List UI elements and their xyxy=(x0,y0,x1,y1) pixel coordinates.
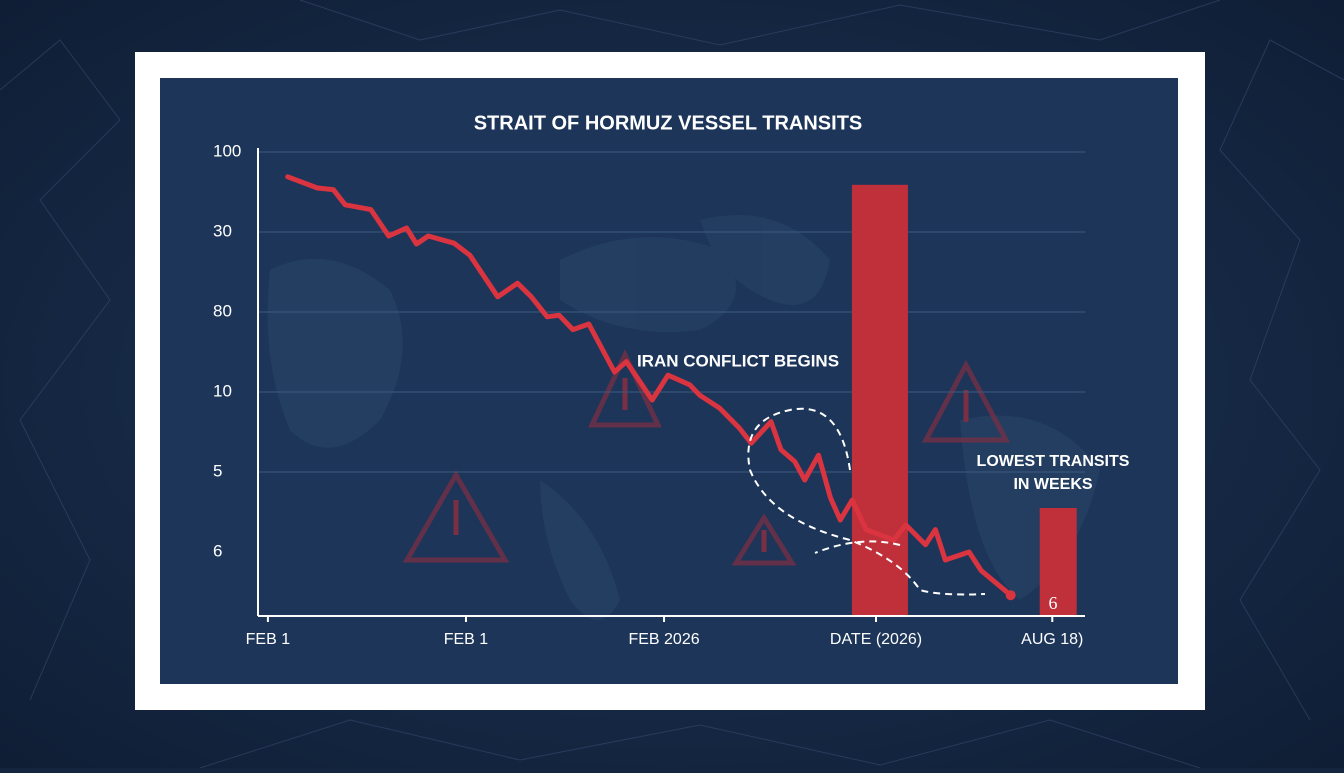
end-point xyxy=(1005,590,1016,601)
x-tick-label: DATE (2026) xyxy=(830,631,922,648)
y-tick-label: 100 xyxy=(213,141,241,160)
y-tick-label: 5 xyxy=(213,461,222,480)
x-tick-label: AUG 18) xyxy=(1021,631,1083,648)
annotation: IRAN CONFLICT BEGINS xyxy=(637,351,839,370)
y-tick-label: 80 xyxy=(213,301,232,320)
bar xyxy=(851,184,908,617)
x-tick-label: FEB 1 xyxy=(246,631,291,648)
y-tick-label: 6 xyxy=(213,541,222,560)
annotation: IN WEEKS xyxy=(1013,476,1092,493)
annotation: 6 xyxy=(1049,593,1058,613)
warning-icons xyxy=(402,349,1011,566)
annotation-arrows xyxy=(747,407,986,596)
y-tick-label: 30 xyxy=(213,221,232,240)
y-tick-label: 10 xyxy=(213,381,232,400)
chart-title: STRAIT OF HORMUZ VESSEL TRANSITS xyxy=(474,112,863,134)
warning-marks xyxy=(453,378,969,552)
line xyxy=(285,174,1014,598)
annotation: LOWEST TRANSITS xyxy=(977,453,1130,470)
bar xyxy=(1039,508,1077,616)
x-tick-label: FEB 2026 xyxy=(628,631,699,648)
x-tick-label: FEB 1 xyxy=(444,631,489,648)
